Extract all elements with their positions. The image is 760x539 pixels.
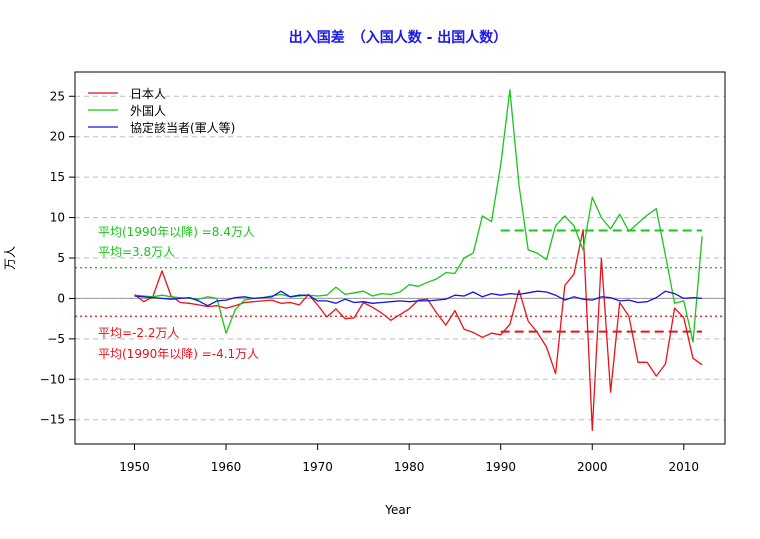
reference-labels: 平均=3.8万人 平均(1990年以降) =8.4万人平均=-2.2万人平均(19…	[98, 225, 259, 361]
reference-label: 平均(1990年以降) =8.4万人	[98, 225, 255, 239]
y-tick-label: 25	[50, 89, 65, 103]
reference-lines	[75, 229, 725, 333]
x-axis-label: Year	[384, 503, 410, 517]
series-line	[134, 290, 703, 307]
x-tick-label: 2010	[669, 460, 700, 474]
y-tick-label: 5	[57, 251, 65, 265]
x-tick-label: 1970	[302, 460, 333, 474]
x-tick-label: 1960	[211, 460, 242, 474]
x-tick-label: 2000	[577, 460, 608, 474]
x-tick-label: 1990	[485, 460, 516, 474]
legend-label: 日本人	[130, 87, 166, 101]
chart-title: 出入国差 （入国人数 - 出国人数）	[289, 29, 508, 46]
series-line	[134, 89, 703, 343]
y-axis: −15 −10 −5 0 5 10 15 20 25	[40, 89, 75, 427]
y-tick-label: −15	[40, 413, 65, 427]
x-tick-label: 1950	[119, 460, 150, 474]
y-tick-label: −5	[47, 332, 65, 346]
series-line	[134, 229, 703, 431]
data-series	[134, 89, 703, 431]
legend-label: 協定該当者(軍人等)	[130, 120, 235, 135]
x-tick-label: 1980	[394, 460, 425, 474]
x-axis: 1950 1960 1970 1980 1990 2000 2010	[119, 444, 699, 474]
y-tick-label: −10	[40, 372, 65, 386]
reference-label: 平均=-2.2万人	[98, 326, 179, 340]
reference-label: 平均(1990年以降) =-4.1万人	[98, 347, 259, 361]
y-tick-label: 20	[50, 130, 65, 144]
reference-label: 平均=3.8万人	[98, 245, 175, 259]
y-tick-label: 0	[57, 291, 65, 305]
legend-label: 外国人	[130, 104, 166, 118]
y-axis-label: 万人	[3, 246, 17, 270]
y-tick-label: 10	[50, 211, 65, 225]
y-tick-label: 15	[50, 170, 65, 184]
